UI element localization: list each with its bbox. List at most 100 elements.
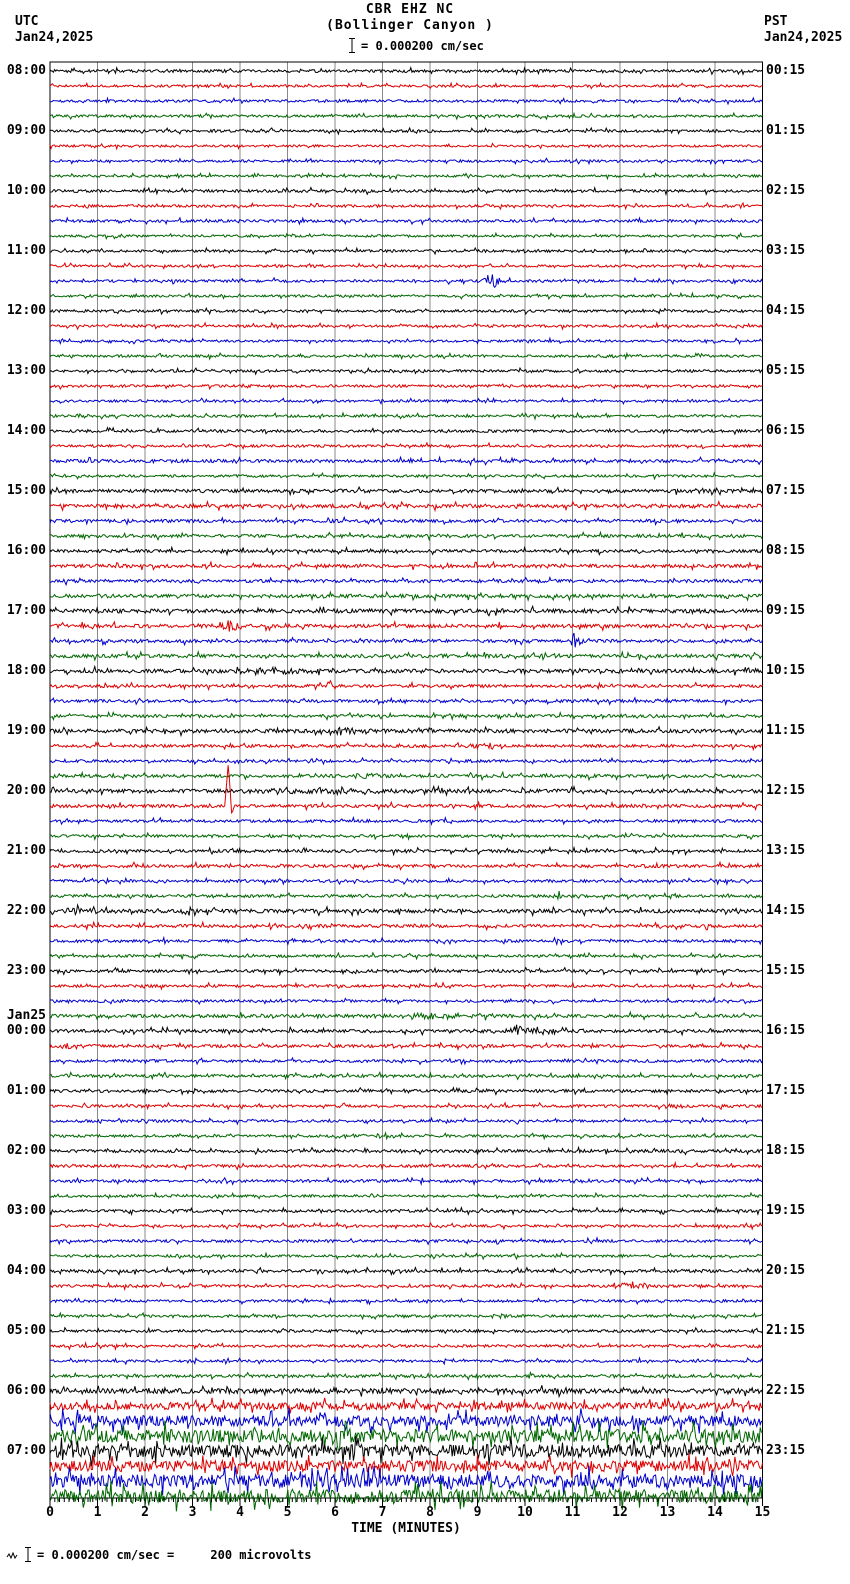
seismogram-trace [49,845,763,857]
seismogram-trace [49,515,763,527]
seismogram-trace [49,216,763,226]
seismogram-trace [49,815,763,827]
utc-hour-label: 10:00 [6,183,46,198]
seismogram-trace [49,261,763,271]
pst-hour-label: 14:15 [766,903,806,918]
pst-hour-label: 07:15 [766,483,806,498]
seismogram-trace [49,1206,763,1217]
utc-hour-label: 22:00 [6,903,46,918]
pst-hour-label: 12:15 [766,783,806,798]
scale-bar-icon [349,38,355,53]
pst-hour-label: 00:15 [766,63,806,78]
seismogram-trace [49,1453,763,1478]
utc-hour-label: 18:00 [6,663,46,678]
utc-hour-label: 19:00 [6,723,46,738]
utc-hour-label: 13:00 [6,363,46,378]
pst-hour-label: 18:15 [766,1143,806,1158]
pst-hour-label: 17:15 [766,1083,806,1098]
footnote-text: = 0.000200 cm/sec = 200 microvolts [37,1547,312,1562]
pst-hour-label: 04:15 [766,303,806,318]
pst-hour-label: 03:15 [766,243,806,258]
pst-hour-label: 09:15 [766,603,806,618]
seismogram-trace [49,351,763,361]
seismogram-trace [49,1191,763,1200]
seismogram-trace [49,1311,763,1321]
seismogram-trace [49,1145,763,1156]
scale-footnote: = 0.000200 cm/sec = 200 microvolts [6,1546,312,1563]
seismogram-trace [49,679,763,692]
seismogram-trace [49,157,763,166]
pst-hour-label: 19:15 [766,1203,806,1218]
seismogram-trace [49,1176,763,1186]
utc-hour-label: 12:00 [6,303,46,318]
seismogram-trace [49,81,763,90]
x-tick-label: 13 [659,1505,676,1520]
seismogram-trace [49,632,763,648]
pst-hour-label: 15:15 [766,963,806,978]
seismogram-trace [49,1236,763,1246]
utc-hour-label: 15:00 [6,483,46,498]
utc-label: UTC [15,14,39,29]
seismogram-trace [49,1265,763,1277]
seismogram-trace [49,1116,763,1126]
utc-date-break-label: Jan25 [6,1008,46,1023]
seismogram-trace [49,831,763,842]
pst-hour-label: 21:15 [766,1323,806,1338]
seismogram-trace [49,185,763,197]
seismogram-trace [49,619,763,633]
seismogram-trace [49,65,763,76]
seismogram-trace [49,891,763,901]
seismogram-trace [49,935,763,947]
seismogram-trace [49,201,763,211]
scale-indicator: = 0.000200 cm/sec [347,37,484,54]
seismogram-trace [49,171,763,181]
seismogram-trace [49,1024,763,1037]
pst-hour-label: 11:15 [766,723,806,738]
seismogram-trace [49,664,763,677]
utc-hour-label: 00:00 [6,1023,46,1038]
seismogram-trace [49,96,763,106]
x-tick-label: 6 [331,1505,339,1520]
seismogram-trace [49,951,763,961]
x-tick-label: 1 [93,1505,102,1520]
pst-hour-label: 02:15 [766,183,806,198]
seismogram-trace [50,1101,763,1111]
seismogram-trace [49,604,763,617]
utc-hour-label: 05:00 [6,1323,46,1338]
pst-hour-label: 20:15 [766,1263,806,1278]
seismogram-trace [49,996,763,1006]
x-tick-label: 12 [612,1505,628,1520]
x-tick-label: 4 [236,1505,244,1520]
seismogram-trace [49,756,763,766]
seismogram-trace [49,111,763,121]
plot-border [49,61,763,1499]
utc-hour-label: 23:00 [6,963,46,978]
x-tick-label: 7 [378,1505,387,1520]
wiggle-icon [6,1551,18,1559]
utc-hour-label: 08:00 [6,63,46,78]
seismogram-trace [50,246,763,256]
seismogram-trace [49,784,763,798]
x-tick-label: 9 [473,1505,482,1520]
seismogram-trace [49,1326,763,1336]
seismogram-trace [49,1341,763,1351]
seismogram-trace [49,1131,763,1141]
seismogram-trace [50,471,763,481]
seismogram-trace [49,1420,763,1451]
station-title: CBR EHZ NC [365,2,455,17]
x-tick-label: 0 [46,1505,54,1520]
x-tick-label: 8 [426,1505,434,1520]
utc-hour-label: 07:00 [6,1443,46,1458]
seismogram-trace [49,499,763,513]
x-tick-label: 5 [283,1505,292,1520]
seismogram-trace [49,274,763,289]
utc-hour-label: 17:00 [6,603,46,618]
seismogram-trace [49,1480,763,1512]
pst-hour-label: 13:15 [766,843,806,858]
pst-hour-label: 05:15 [766,363,806,378]
utc-hour-label: 21:00 [6,843,46,858]
seismogram-trace [49,1056,763,1066]
seismogram-trace [49,710,763,722]
